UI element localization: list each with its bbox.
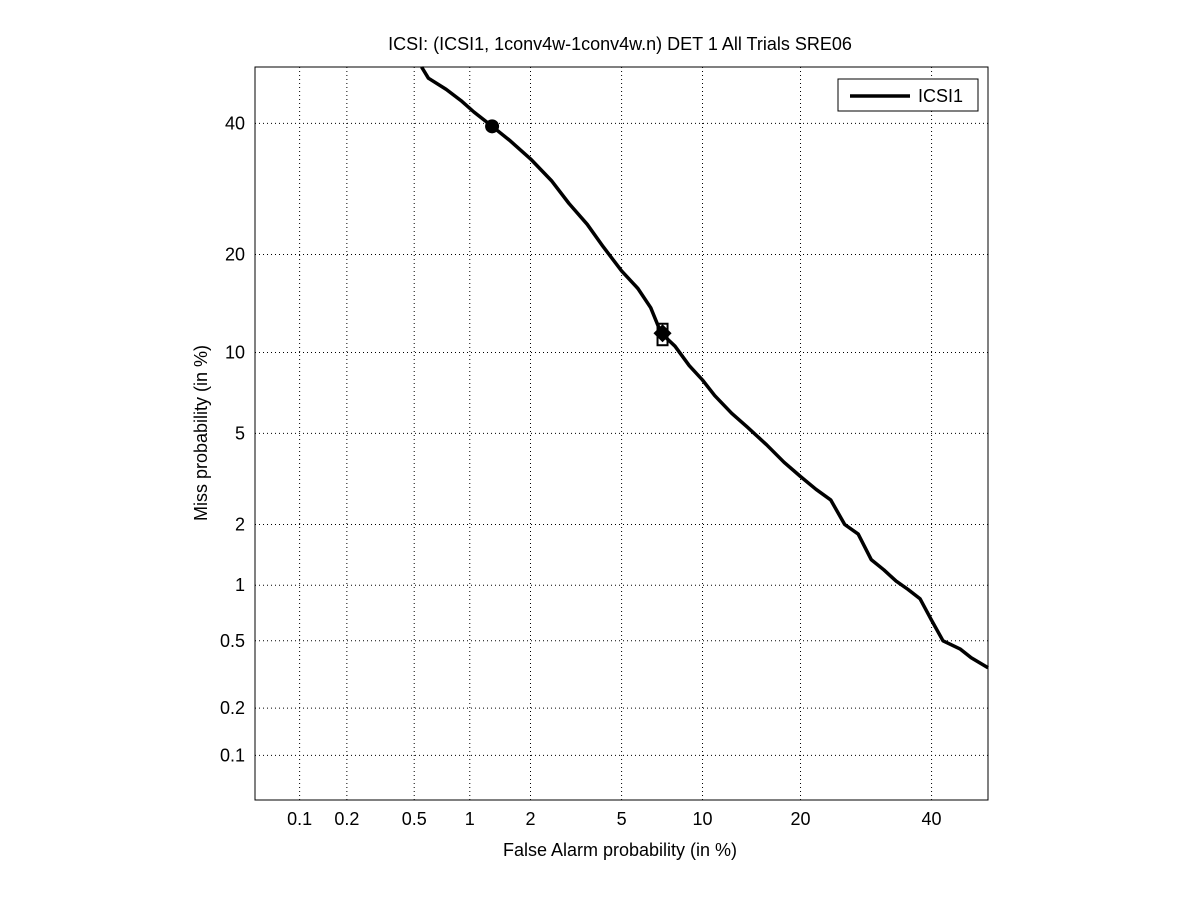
series-layer	[420, 66, 989, 670]
x-tick-label: 10	[693, 809, 713, 829]
y-tick-label: 5	[235, 423, 245, 443]
legend: ICSI1	[837, 78, 979, 112]
marker-layer	[485, 119, 672, 347]
y-tick-label: 40	[225, 113, 245, 133]
x-tick-label: 0.5	[402, 809, 427, 829]
plot-frame	[254, 66, 989, 801]
y-tick-label: 20	[225, 244, 245, 264]
y-tick-label: 1	[235, 575, 245, 595]
x-tick-label: 2	[525, 809, 535, 829]
x-tick-label: 40	[922, 809, 942, 829]
x-tick-labels: 0.1 0.2 0.5 1 2 5 10 20 40	[287, 809, 941, 829]
circle-marker	[485, 119, 500, 134]
y-tick-label: 0.5	[220, 631, 245, 651]
x-tick-label: 0.1	[287, 809, 312, 829]
y-tick-label: 2	[235, 514, 245, 534]
diamond-marker	[653, 324, 672, 343]
y-tick-label: 0.1	[220, 745, 245, 765]
grid-lines	[255, 67, 988, 800]
y-tick-label: 10	[225, 342, 245, 362]
x-tick-label: 1	[465, 809, 475, 829]
x-tick-label: 20	[791, 809, 811, 829]
series-line-icsi1	[420, 66, 989, 670]
x-tick-label: 5	[617, 809, 627, 829]
y-tick-label: 0.2	[220, 698, 245, 718]
legend-label: ICSI1	[918, 86, 963, 106]
x-axis-label: False Alarm probability (in %)	[503, 840, 737, 860]
y-axis-label: Miss probability (in %)	[191, 345, 211, 521]
chart-title: ICSI: (ICSI1, 1conv4w-1conv4w.n) DET 1 A…	[388, 34, 852, 54]
y-tick-labels: 0.1 0.2 0.5 1 2 5 10 20 40	[220, 113, 245, 765]
x-tick-label: 0.2	[334, 809, 359, 829]
